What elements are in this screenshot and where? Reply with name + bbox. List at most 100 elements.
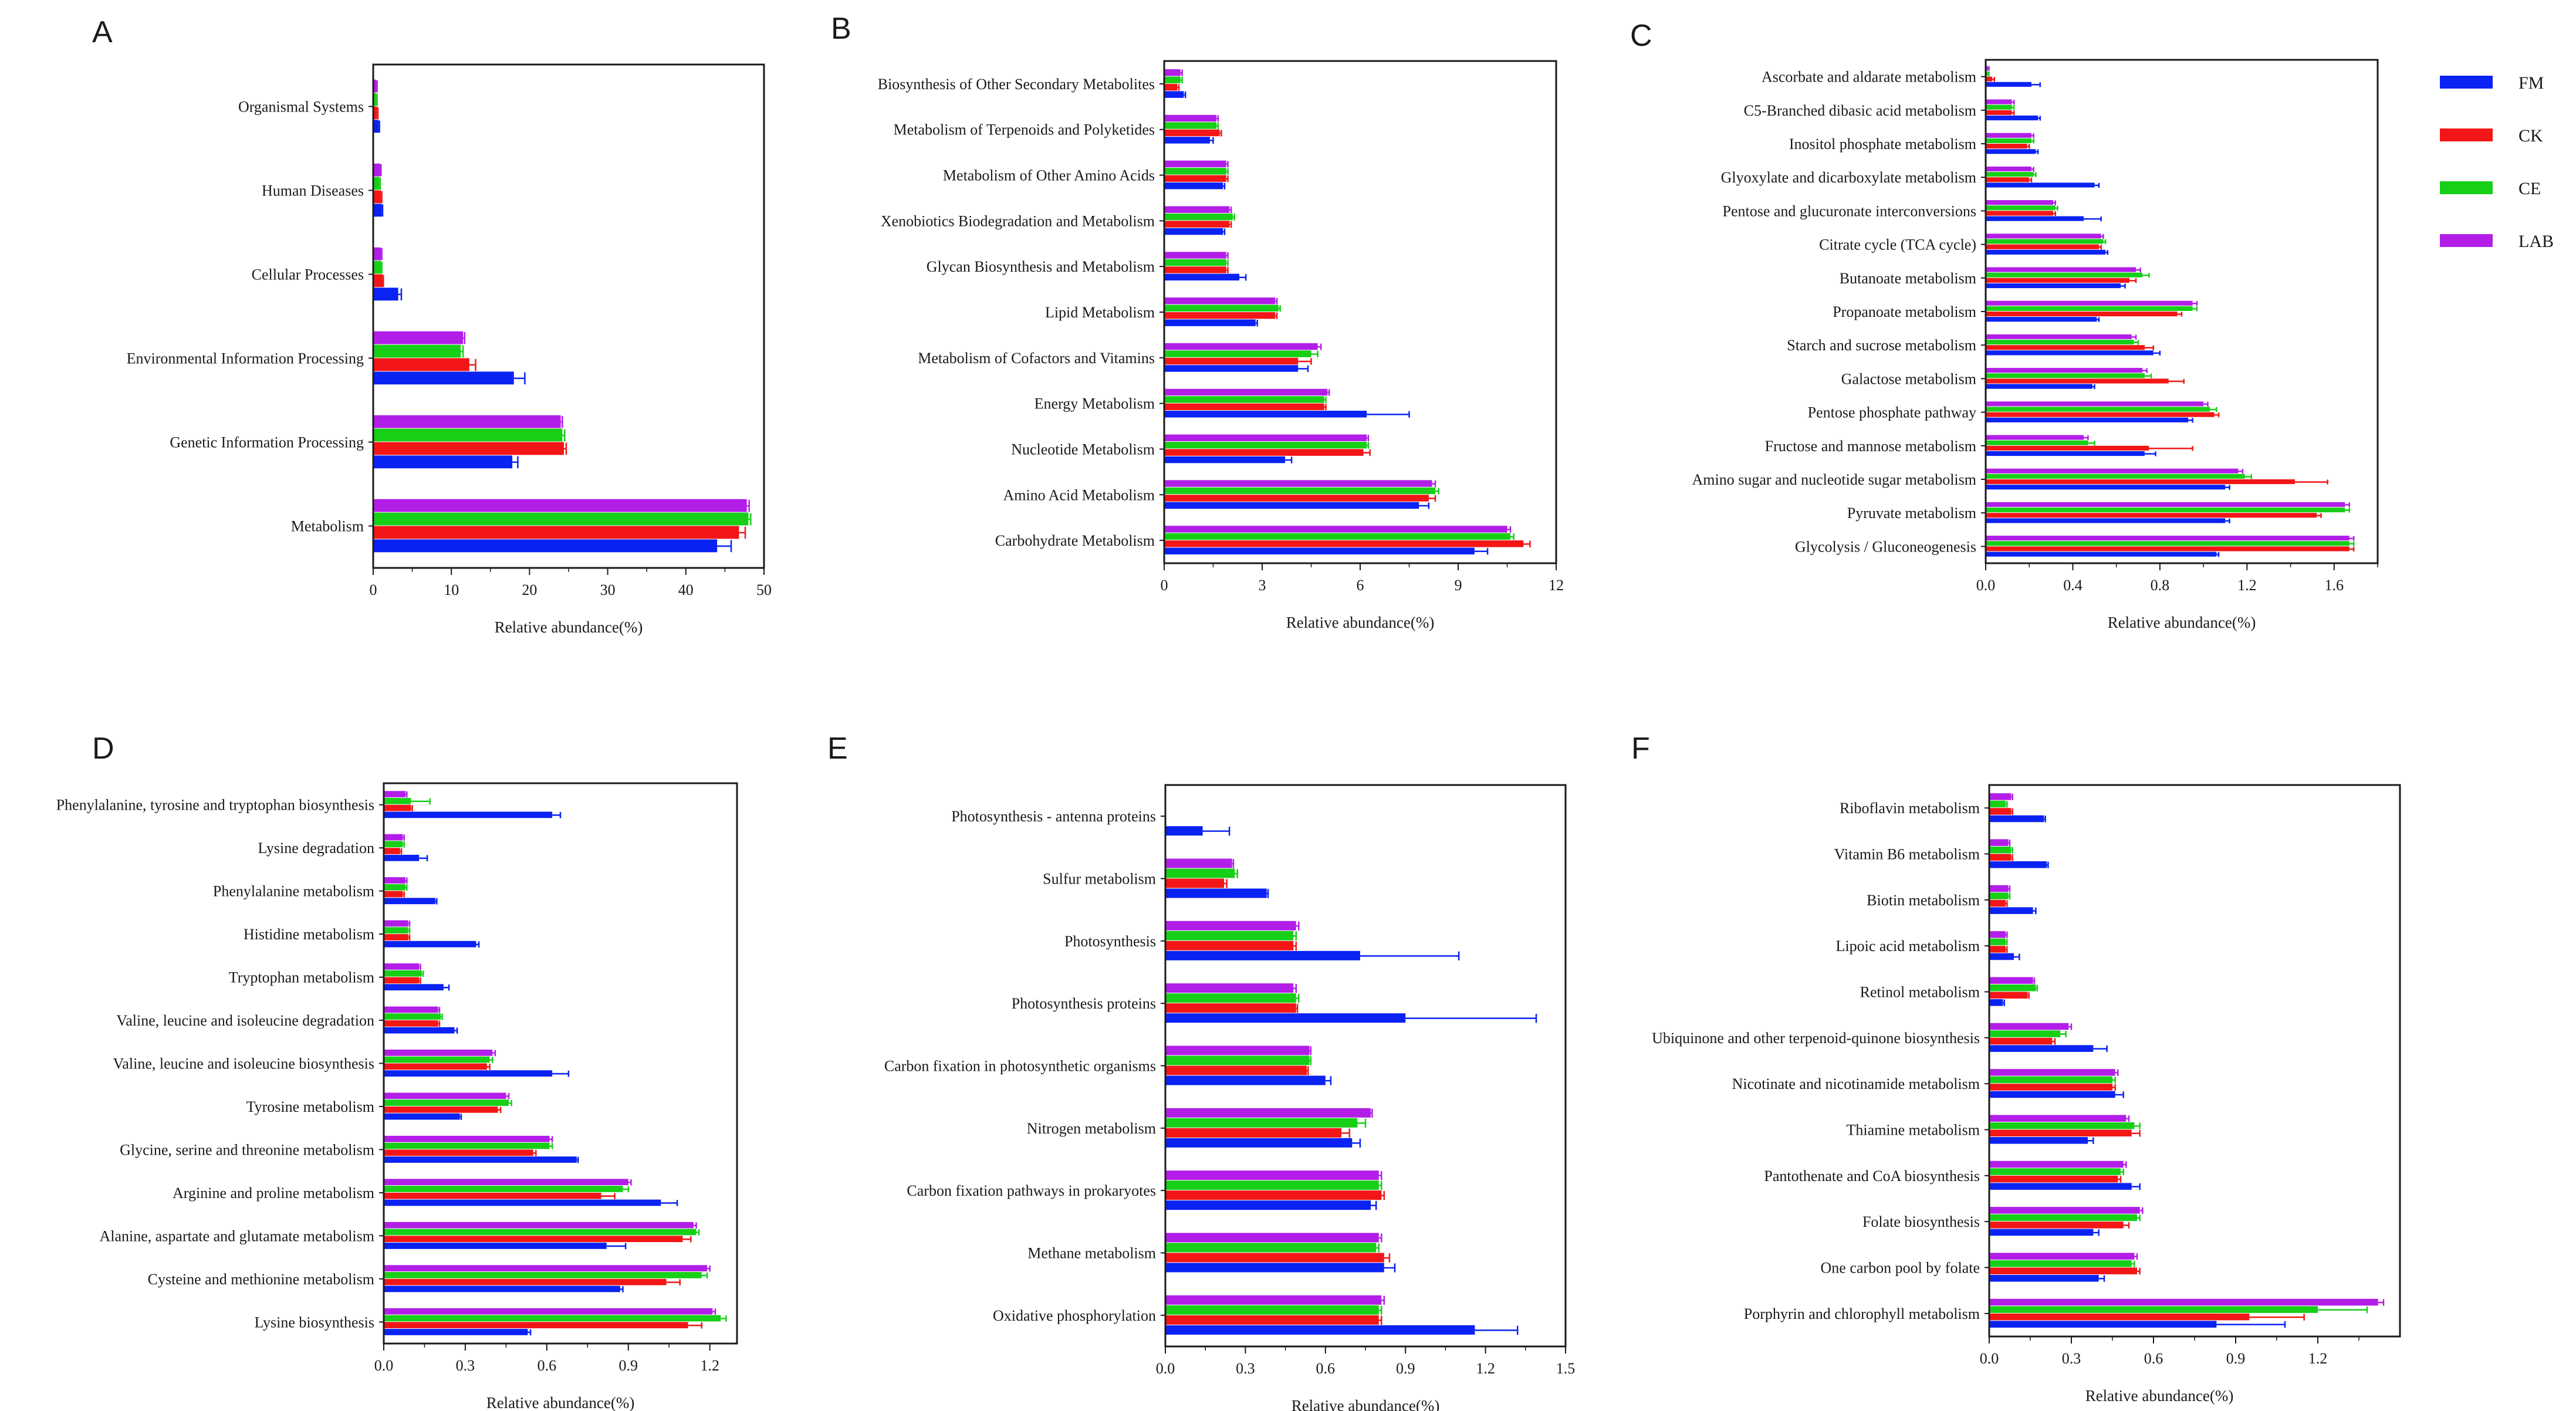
bar-fm-environmental-information-processing	[373, 371, 514, 385]
x-tick-label: 50	[756, 581, 772, 598]
legend-label-lab: LAB	[2518, 232, 2554, 251]
bar-ce-pantothenate-and-coa-biosynthesis	[1989, 1168, 2121, 1175]
category-label-carbon-fixation-in-photosynthetic-organisms: Carbon fixation in photosynthetic organi…	[884, 1058, 1156, 1075]
bar-fm-one-carbon-pool-by-folate	[1989, 1275, 2099, 1282]
bar-ck-phenylalanine-tyrosine-and-tryptophan-biosynthesis	[384, 804, 411, 811]
category-label-lysine-degradation: Lysine degradation	[258, 840, 374, 857]
bar-ce-porphyrin-and-chlorophyll-metabolism	[1989, 1306, 2318, 1313]
bar-ce-ascorbate-and-aldarate-metabolism	[1986, 71, 1988, 76]
bar-lab-organismal-systems	[373, 79, 377, 93]
bar-ce-organismal-systems	[373, 93, 377, 106]
x-tick-label: 0.6	[537, 1357, 557, 1374]
plot-frame	[372, 63, 765, 569]
bars-group	[1164, 69, 1531, 555]
x-tick-label: 0.9	[1396, 1360, 1415, 1377]
bar-ce-biosynthesis-of-other-secondary-metabolites	[1164, 76, 1181, 83]
bar-ck-valine-leucine-and-isoleucine-biosynthesis	[384, 1063, 487, 1070]
bar-ck-carbon-fixation-in-photosynthetic-organisms	[1165, 1065, 1307, 1075]
bar-fm-cellular-processes	[373, 287, 398, 301]
bar-lab-cellular-processes	[373, 247, 381, 260]
bar-ck-one-carbon-pool-by-folate	[1989, 1267, 2137, 1275]
bar-ck-photosynthesis-proteins	[1165, 1003, 1296, 1013]
bar-ck-oxidative-phosphorylation	[1165, 1315, 1379, 1325]
bar-ce-galactose-metabolism	[1986, 373, 2145, 378]
x-tick-label: 0	[1161, 577, 1168, 594]
category-label-citrate-cycle-tca-cycle: Citrate cycle (TCA cycle)	[1819, 236, 1976, 253]
bar-ce-metabolism-of-cofactors-and-vitamins	[1164, 350, 1311, 357]
bar-lab-histidine-metabolism	[384, 920, 408, 927]
bar-fm-xenobiotics-biodegradation-and-metabolism	[1164, 228, 1223, 235]
bar-ck-metabolism-of-cofactors-and-vitamins	[1164, 357, 1299, 365]
bar-fm-starch-and-sucrose-metabolism	[1986, 350, 2154, 356]
bar-fm-propanoate-metabolism	[1986, 317, 2097, 322]
bar-ce-folate-biosynthesis	[1989, 1214, 2137, 1221]
panel-d: D Phenylalanine, tyrosine and tryptophan …	[56, 732, 738, 1411]
legend-swatch-ce	[2440, 181, 2493, 194]
bar-lab-genetic-information-processing	[373, 415, 561, 428]
bar-ck-nicotinate-and-nicotinamide-metabolism	[1989, 1084, 2112, 1091]
bar-lab-tryptophan-metabolism	[384, 963, 420, 970]
bar-fm-oxidative-phosphorylation	[1165, 1325, 1475, 1335]
category-label-cellular-processes: Cellular Processes	[252, 266, 364, 283]
category-label-energy-metabolism: Energy Metabolism	[1035, 395, 1155, 412]
bar-ck-cellular-processes	[373, 274, 383, 287]
bar-lab-arginine-and-proline-metabolism	[384, 1179, 628, 1186]
x-tick-label: 0.6	[1316, 1360, 1336, 1377]
bar-lab-lysine-degradation	[384, 834, 403, 841]
bar-lab-galactose-metabolism	[1986, 368, 2143, 373]
bar-ck-lipid-metabolism	[1164, 312, 1276, 319]
bar-fm-biotin-metabolism	[1989, 907, 2033, 914]
bar-ck-galactose-metabolism	[1986, 378, 2169, 384]
bar-ck-alanine-aspartate-and-glutamate-metabolism	[384, 1236, 683, 1243]
bar-ce-alanine-aspartate-and-glutamate-metabolism	[384, 1229, 697, 1236]
x-tick-label: 0.0	[374, 1357, 394, 1374]
bar-ce-cellular-processes	[373, 260, 381, 274]
x-axis-title: Relative abundance(%)	[2085, 1387, 2234, 1405]
bar-lab-ubiquinone-and-other-terpenoid-quinone-biosynthesis	[1989, 1023, 2069, 1030]
bar-ck-lipoic-acid-metabolism	[1989, 946, 2006, 953]
x-tick-label: 0.0	[1976, 577, 1996, 594]
bar-lab-thiamine-metabolism	[1989, 1115, 2127, 1122]
category-label-pentose-phosphate-pathway: Pentose phosphate pathway	[1808, 404, 1976, 421]
x-axis-title: Relative abundance(%)	[486, 1394, 635, 1411]
bar-lab-nitrogen-metabolism	[1165, 1108, 1371, 1118]
bar-fm-c5-branched-dibasic-acid-metabolism	[1986, 115, 2039, 121]
bar-ce-energy-metabolism	[1164, 396, 1324, 403]
bar-lab-c5-branched-dibasic-acid-metabolism	[1986, 99, 2012, 104]
x-tick-label: 1.2	[700, 1357, 719, 1374]
category-label-sulfur-metabolism: Sulfur metabolism	[1043, 871, 1156, 888]
x-tick-label: 0.3	[456, 1357, 475, 1374]
bar-fm-pyruvate-metabolism	[1986, 518, 2226, 523]
bar-lab-tyrosine-metabolism	[384, 1092, 506, 1099]
bar-fm-riboflavin-metabolism	[1989, 815, 2044, 823]
category-label-phenylalanine-metabolism: Phenylalanine metabolism	[213, 883, 374, 900]
bar-lab-retinol-metabolism	[1989, 977, 2033, 984]
x-tick-label: 0.4	[2063, 577, 2083, 594]
bar-ce-riboflavin-metabolism	[1989, 800, 2006, 808]
bar-ck-pantothenate-and-coa-biosynthesis	[1989, 1175, 2118, 1183]
bar-fm-pantothenate-and-coa-biosynthesis	[1989, 1183, 2132, 1190]
x-tick-label: 0.8	[2151, 577, 2170, 594]
bar-lab-fructose-and-mannose-metabolism	[1986, 435, 2084, 440]
bar-ce-ubiquinone-and-other-terpenoid-quinone-biosynthesis	[1989, 1030, 2061, 1037]
bar-lab-cysteine-and-methionine-metabolism	[384, 1265, 708, 1272]
bar-ce-arginine-and-proline-metabolism	[384, 1186, 623, 1192]
x-tick-label: 20	[522, 581, 537, 598]
bar-ck-glycine-serine-and-threonine-metabolism	[384, 1149, 533, 1156]
bar-lab-biosynthesis-of-other-secondary-metabolites	[1164, 69, 1181, 76]
category-label-valine-leucine-and-isoleucine-biosynthesis: Valine, leucine and isoleucine biosynthe…	[113, 1055, 374, 1072]
bar-ce-lipoic-acid-metabolism	[1989, 938, 2006, 946]
x-tick-label: 0.9	[619, 1357, 638, 1374]
category-label-inositol-phosphate-metabolism: Inositol phosphate metabolism	[1789, 136, 1976, 153]
x-tick-label: 0.9	[2226, 1350, 2246, 1367]
x-tick-label: 9	[1455, 577, 1462, 594]
bar-lab-methane-metabolism	[1165, 1233, 1379, 1243]
category-label-fructose-and-mannose-metabolism: Fructose and mannose metabolism	[1765, 438, 1976, 455]
bar-lab-alanine-aspartate-and-glutamate-metabolism	[384, 1221, 694, 1229]
bar-fm-cysteine-and-methionine-metabolism	[384, 1285, 620, 1292]
bar-ce-carbon-fixation-pathways-in-prokaryotes	[1165, 1180, 1379, 1190]
bar-fm-thiamine-metabolism	[1989, 1137, 2088, 1144]
bar-fm-organismal-systems	[373, 120, 379, 133]
x-tick-label: 0.6	[2144, 1350, 2163, 1367]
bar-ce-xenobiotics-biodegradation-and-metabolism	[1164, 213, 1233, 221]
